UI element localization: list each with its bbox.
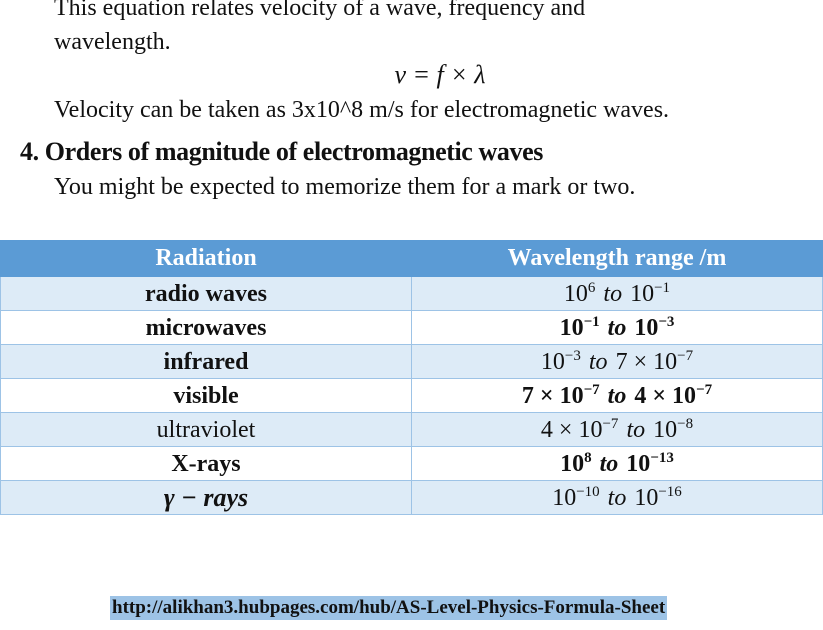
header-cell: Wavelength range /m	[411, 240, 823, 277]
base: 10	[634, 314, 659, 341]
table-row: radio waves 106 to 10−1	[0, 276, 823, 311]
radiation-name: γ − rays	[0, 480, 412, 515]
base: 10	[578, 416, 603, 443]
exponent: −13	[650, 449, 674, 466]
paragraph: Velocity can be taken as 3x10^8 m/s for …	[54, 97, 670, 123]
header-cell: Radiation	[0, 240, 412, 277]
table-row: infrared 10−3 to 7 × 10−7	[0, 344, 823, 379]
base: 10	[559, 382, 584, 409]
base: 10	[653, 416, 678, 443]
paragraph: This equation relates velocity of a wave…	[54, 0, 586, 21]
range-word: to	[607, 382, 627, 409]
base: 10	[540, 348, 565, 375]
exponent: −8	[677, 415, 694, 432]
radiation-name: X-rays	[0, 446, 412, 481]
base: 10	[630, 280, 655, 307]
base: 10	[559, 314, 584, 341]
wavelength-range: 10−10 to 10−16	[411, 480, 823, 515]
exponent: −7	[677, 347, 694, 364]
base: 10	[626, 450, 651, 477]
exponent: −7	[583, 381, 600, 398]
table-row: ultraviolet 4 × 10−7 to 10−8	[0, 412, 823, 447]
base: 10	[560, 450, 585, 477]
table-row: visible 7 × 10−7 to 4 × 10−7	[0, 378, 823, 413]
base: 10	[672, 382, 697, 409]
radiation-name: visible	[0, 378, 412, 413]
exponent: −10	[576, 483, 600, 500]
exponent: −1	[654, 279, 671, 296]
base: 10	[634, 484, 659, 511]
range-word: to	[607, 314, 627, 341]
exponent: 6	[587, 279, 596, 296]
wavelength-range: 7 × 10−7 to 4 × 10−7	[411, 378, 823, 413]
wavelength-range: 106 to 10−1	[411, 276, 823, 311]
radiation-name: radio waves	[0, 276, 412, 311]
mantissa: 7 ×	[521, 382, 554, 409]
link[interactable]: http://alikhan3.hubpages.com/hub/AS-Leve…	[110, 596, 668, 620]
range-word: to	[607, 484, 627, 511]
range-word: to	[626, 416, 646, 443]
range-word: to	[599, 450, 619, 477]
range-word: to	[588, 348, 608, 375]
radiation-name: ultraviolet	[0, 412, 412, 447]
base: 10	[552, 484, 577, 511]
exponent: −7	[602, 415, 619, 432]
radiation-name: microwaves	[0, 310, 412, 345]
table-row: X-rays 108 to 10−13	[0, 446, 823, 481]
table-row: microwaves 10−1 to 10−3	[0, 310, 823, 345]
base: 10	[653, 348, 678, 375]
heading: 4. Orders of magnitude of electromagneti…	[20, 137, 543, 166]
wavelength-range: 4 × 10−7 to 10−8	[411, 412, 823, 447]
mantissa: 7 ×	[615, 348, 648, 375]
radiation-name: infrared	[0, 344, 412, 379]
exponent: 8	[584, 449, 592, 466]
wavelength-range: 10−3 to 7 × 10−7	[411, 344, 823, 379]
paragraph: wavelength.	[54, 29, 171, 55]
exponent: −3	[564, 347, 581, 364]
exponent: −1	[583, 313, 600, 330]
table-body: radio waves 106 to 10−1 microwaves 10−1 to 10−3…	[0, 276, 823, 515]
exponent: −16	[658, 483, 682, 500]
header-row: Radiation Wavelength range /m	[0, 240, 823, 277]
mantissa: 4 ×	[634, 382, 667, 409]
range-word: to	[603, 280, 623, 307]
paragraph: You might be expected to memorize them f…	[54, 174, 636, 200]
table: Radiation Wavelength range /m radio wave…	[0, 240, 823, 515]
base: 10	[563, 280, 588, 307]
wavelength-range: 108 to 10−13	[411, 446, 823, 481]
table-row: γ − rays 10−10 to 10−16	[0, 480, 823, 515]
exponent: −7	[696, 381, 713, 398]
mantissa: 4 ×	[540, 416, 573, 443]
equation: v = f × λ	[394, 60, 486, 89]
wavelength-range: 10−1 to 10−3	[411, 310, 823, 345]
exponent: −3	[658, 313, 675, 330]
